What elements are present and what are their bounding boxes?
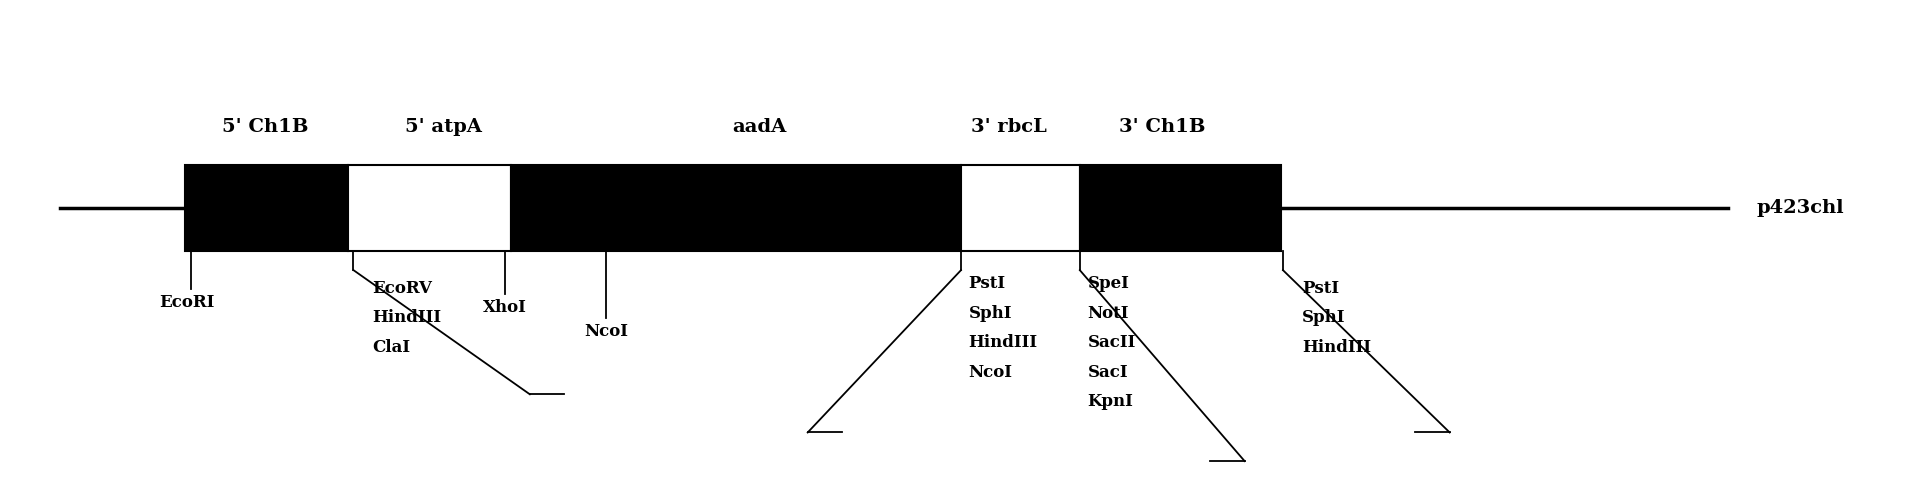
Bar (185, 165, 348, 251)
Text: SpeI: SpeI (1088, 275, 1130, 292)
Text: 5' Ch1B: 5' Ch1B (223, 118, 309, 137)
Bar (511, 165, 961, 251)
Text: p423chl: p423chl (1757, 199, 1843, 217)
Text: aadA: aadA (732, 118, 786, 137)
Text: SacII: SacII (1088, 334, 1136, 351)
Text: NotI: NotI (1088, 304, 1128, 322)
Text: 3' rbcL: 3' rbcL (971, 118, 1047, 137)
Bar (1080, 165, 1282, 251)
Text: EcoRV: EcoRV (373, 280, 432, 297)
Text: HindIII: HindIII (969, 334, 1038, 351)
Text: 3' Ch1B: 3' Ch1B (1119, 118, 1205, 137)
Text: SacI: SacI (1088, 364, 1128, 381)
Text: PstI: PstI (969, 275, 1005, 292)
Bar (961, 165, 1080, 251)
Text: ClaI: ClaI (373, 339, 411, 356)
Text: HindIII: HindIII (1301, 339, 1370, 356)
Bar (348, 165, 511, 251)
Text: NcoI: NcoI (584, 323, 628, 340)
Text: KpnI: KpnI (1088, 393, 1134, 411)
Text: PstI: PstI (1301, 280, 1340, 297)
Text: HindIII: HindIII (373, 309, 442, 327)
Text: XhoI: XhoI (482, 299, 527, 316)
Text: EcoRI: EcoRI (160, 294, 215, 311)
Text: 5' atpA: 5' atpA (406, 118, 482, 137)
Text: SphI: SphI (1301, 309, 1345, 327)
Text: NcoI: NcoI (969, 364, 1013, 381)
Text: SphI: SphI (969, 304, 1013, 322)
